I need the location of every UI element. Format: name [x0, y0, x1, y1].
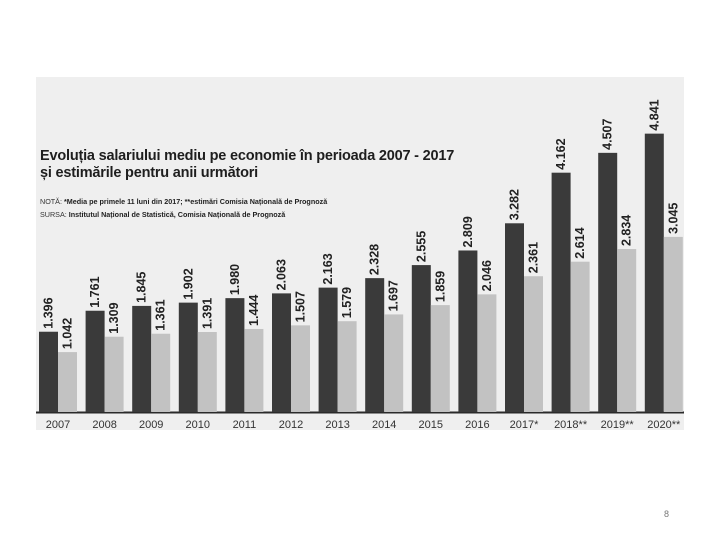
data-label: 1.859 — [433, 271, 447, 302]
data-label: 2.163 — [321, 253, 335, 284]
x-tick-label: 2019** — [601, 419, 635, 430]
x-tick-label: 2008 — [92, 419, 116, 430]
data-label: 2.063 — [275, 259, 289, 290]
bar-2016-s1 — [458, 250, 478, 412]
x-tick-label: 2014 — [372, 419, 396, 430]
data-label: 2.361 — [527, 242, 541, 273]
data-label: 1.309 — [107, 302, 121, 333]
data-label: 2.555 — [414, 231, 428, 262]
data-label: 4.841 — [647, 99, 661, 130]
bar-2008-s2 — [104, 336, 124, 412]
data-label: 2.328 — [368, 244, 382, 275]
x-tick-label: 2012 — [279, 419, 303, 430]
data-label: 2.046 — [480, 260, 494, 291]
x-tick-label: 2009 — [139, 419, 163, 430]
data-label: 2.834 — [620, 215, 634, 246]
data-label: 1.845 — [135, 272, 149, 303]
data-label: 1.444 — [247, 295, 261, 326]
data-label: 2.809 — [461, 216, 475, 247]
chart-source: SURSA: Institutul Național de Statistică… — [40, 210, 285, 219]
bar-2015-s2 — [430, 305, 450, 412]
x-tick-label: 2018** — [554, 419, 588, 430]
bar-2015-s1 — [411, 265, 431, 412]
bar-chart: 1.396 1.042 2007 1.761 1.309 2008 1.845 1.361 20… — [36, 99, 684, 430]
x-tick-label: 2011 — [233, 419, 257, 430]
bar-2013-s1 — [318, 287, 338, 412]
data-label: 1.396 — [42, 297, 56, 328]
chart-note: NOTĂ: *Media pe primele 11 luni din 2017… — [40, 197, 327, 206]
bar-2012-s2 — [291, 325, 310, 412]
data-label: 1.361 — [154, 299, 168, 330]
chart-panel: Evoluția salariului mediu pe economie în… — [36, 77, 684, 430]
data-label: 1.579 — [340, 287, 354, 318]
data-label: 4.507 — [601, 119, 615, 150]
data-label: 1.507 — [294, 291, 308, 322]
x-tick-label: 2017* — [510, 419, 539, 430]
bar-2010-s2 — [197, 332, 217, 412]
bar-2014-s1 — [365, 278, 385, 412]
x-tick-label: 2007 — [46, 419, 70, 430]
bar-2011-s2 — [244, 328, 264, 412]
source-label: SURSA: — [40, 210, 67, 219]
bar-2011-s1 — [225, 298, 245, 412]
x-tick-label: 2016 — [465, 419, 489, 430]
x-tick-label: 2013 — [325, 419, 349, 430]
note-label: NOTĂ: — [40, 197, 62, 206]
chart-title: Evoluția salariului mediu pe economie în… — [40, 148, 455, 164]
bar-2019-s2 — [617, 249, 637, 412]
data-label: 3.045 — [666, 203, 680, 234]
data-label: 2.614 — [573, 227, 587, 258]
bar-2018-s2 — [570, 261, 590, 412]
data-label: 1.042 — [61, 318, 75, 349]
bar-2012-s1 — [272, 293, 291, 412]
bar-2009-s1 — [132, 305, 152, 412]
bar-2018-s1 — [551, 172, 571, 412]
bar-2020-s1 — [644, 133, 664, 412]
bar-2020-s2 — [663, 236, 683, 412]
source-text: Institutul Național de Statistică, Comis… — [68, 210, 286, 219]
page-number: 8 — [664, 509, 670, 519]
bar-2017-s2 — [524, 276, 543, 412]
data-label: 3.282 — [508, 189, 522, 220]
data-label: 1.761 — [88, 276, 102, 307]
bar-2019-s1 — [598, 152, 618, 412]
bar-2007-s1 — [39, 331, 58, 412]
data-label: 1.902 — [181, 268, 195, 299]
bar-2008-s1 — [85, 310, 105, 412]
data-label: 1.980 — [228, 264, 242, 295]
x-tick-label: 2020** — [647, 419, 681, 430]
data-label: 1.697 — [387, 280, 401, 311]
bar-2013-s2 — [337, 321, 357, 412]
bar-2017-s1 — [505, 223, 524, 412]
bar-2014-s2 — [384, 314, 404, 412]
bar-2007-s2 — [58, 352, 77, 412]
data-label: 1.391 — [200, 298, 214, 329]
bar-2009-s2 — [151, 333, 171, 412]
bar-2010-s1 — [178, 302, 198, 412]
note-text: *Media pe primele 11 luni din 2017; **es… — [63, 197, 328, 206]
chart-subtitle: și estimările pentru anii următori — [40, 165, 259, 181]
bar-2016-s2 — [477, 294, 497, 412]
x-tick-label: 2010 — [186, 419, 210, 430]
x-tick-label: 2015 — [419, 419, 443, 430]
data-label: 4.162 — [554, 138, 568, 169]
